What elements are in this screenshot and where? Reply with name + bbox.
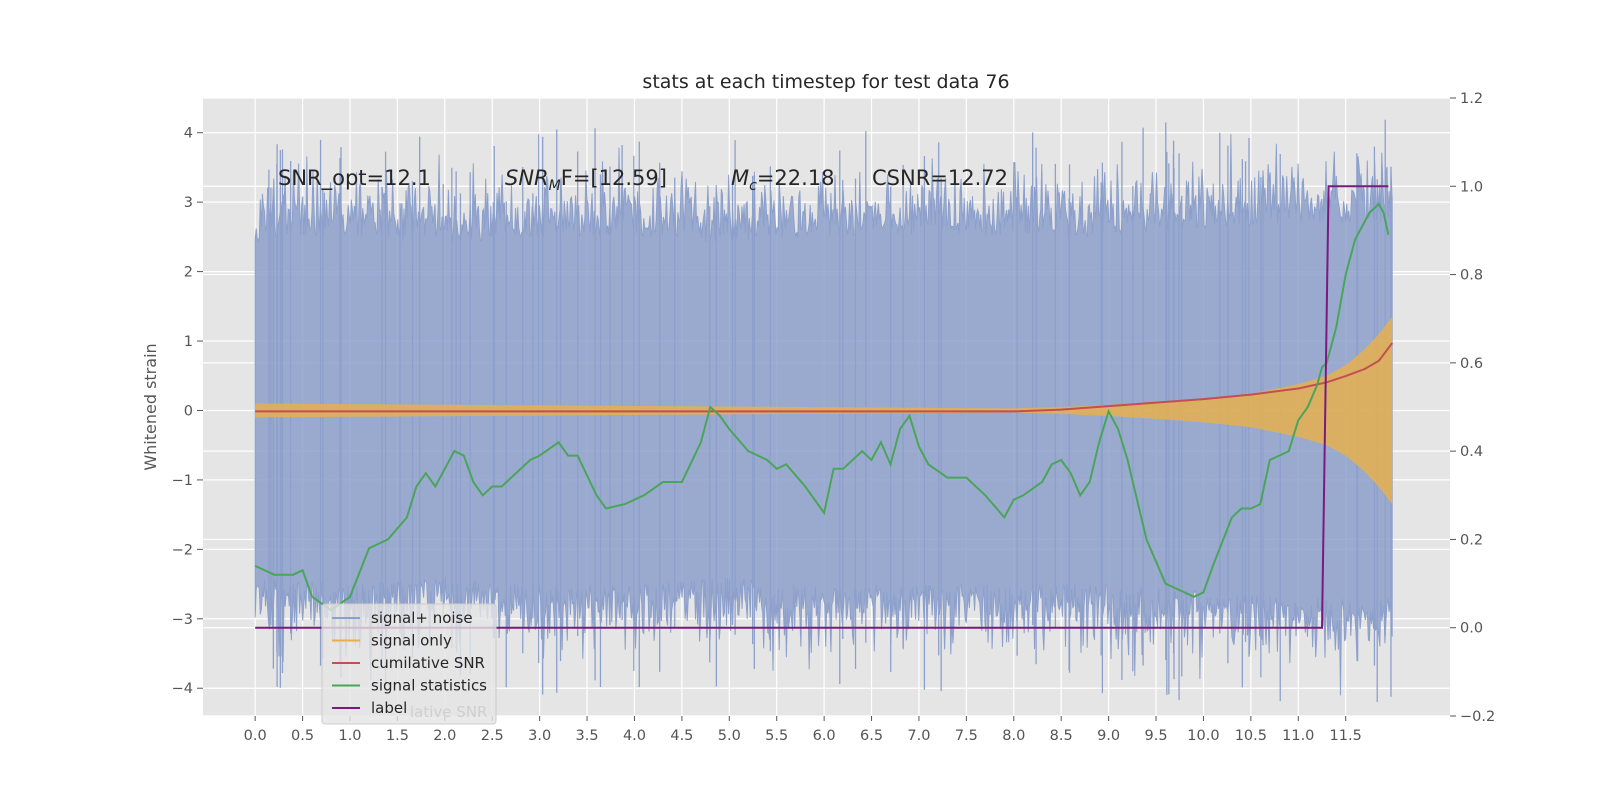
legend-label: signal only xyxy=(371,632,452,650)
y-tick-label: 4 xyxy=(184,126,193,142)
x-tick-label: 4.0 xyxy=(623,728,646,744)
x-tick-label: 10.0 xyxy=(1187,728,1219,744)
x-tick-label: 1.0 xyxy=(338,728,361,744)
y-tick-label: 1 xyxy=(184,334,193,350)
y-tick-label: 3 xyxy=(184,195,193,211)
x-tick-label: 6.5 xyxy=(860,728,883,744)
y2-tick-label: 1.0 xyxy=(1460,179,1483,195)
x-axis: 0.0 0.5 1.0 1.5 2.0 2.5 3.0 3.5 4.0 4.5 5.0 5.5 6.0 6… xyxy=(244,716,1362,744)
y-tick-label: −2 xyxy=(172,542,193,558)
x-tick-label: 5.0 xyxy=(718,728,741,744)
y-axis-left: 4 3 2 1 0 −1 −2 −3 −4 xyxy=(172,126,203,697)
x-tick-label: 8.5 xyxy=(1050,728,1073,744)
legend-label: label xyxy=(371,699,407,717)
legend-ghost-text: lative SNR xyxy=(410,703,487,721)
y2-tick-label: 0.0 xyxy=(1460,621,1483,637)
legend-label: signal statistics xyxy=(371,677,487,695)
y-axis-right: 1.2 1.0 0.8 0.6 0.4 0.2 0.0 −0.2 xyxy=(1450,91,1495,725)
series-line-4 xyxy=(255,185,1389,629)
x-tick-label: 2.0 xyxy=(433,728,456,744)
y-tick-label: −4 xyxy=(172,681,193,697)
annotation-csnr: CSNR=12.72 xyxy=(872,166,1008,190)
y2-tick-label: 0.6 xyxy=(1460,356,1483,372)
x-tick-label: 7.5 xyxy=(955,728,978,744)
y-tick-label: −1 xyxy=(172,473,193,489)
x-tick-label: 9.0 xyxy=(1097,728,1120,744)
y2-tick-label: 0.2 xyxy=(1460,532,1483,548)
annotation-mc-base: M xyxy=(731,166,749,190)
x-tick-label: 5.5 xyxy=(765,728,788,744)
annotation-snr-mf-sub: M xyxy=(549,178,561,194)
legend: lative SNR signal+ noise signal only cumil… xyxy=(321,603,497,725)
x-tick-label: 9.5 xyxy=(1144,728,1167,744)
y-axis-label: Whitened strain xyxy=(141,343,160,470)
y-tick-label: 0 xyxy=(184,403,193,419)
annotation-snr-mf: SNRMF=[12.59] xyxy=(505,166,667,194)
legend-box xyxy=(321,603,497,725)
annotation-mc: Mc=22.18 xyxy=(731,166,835,194)
annotation-mc-rest: =22.18 xyxy=(757,166,835,190)
annotation-snr-mf-base: SNR xyxy=(505,166,549,190)
annotation-snr-mf-rest: F=[12.59] xyxy=(561,166,667,190)
annotation-snr-opt: SNR_opt=12.1 xyxy=(278,166,431,191)
y2-tick-label: −0.2 xyxy=(1460,709,1495,725)
x-tick-label: 0.0 xyxy=(244,728,267,744)
x-tick-label: 4.5 xyxy=(670,728,693,744)
x-tick-label: 8.0 xyxy=(1002,728,1025,744)
series-line-3 xyxy=(254,202,1390,612)
series-line-2 xyxy=(255,342,1393,413)
x-tick-label: 7.0 xyxy=(907,728,930,744)
y2-tick-label: 1.2 xyxy=(1460,91,1483,107)
x-tick-label: 6.0 xyxy=(813,728,836,744)
y-tick-label: −3 xyxy=(172,612,193,628)
x-tick-label: 1.5 xyxy=(386,728,409,744)
x-tick-label: 2.5 xyxy=(481,728,504,744)
series-lines xyxy=(254,185,1393,629)
x-tick-label: 11.0 xyxy=(1282,728,1314,744)
annotation-mc-sub: c xyxy=(749,178,757,194)
x-tick-label: 0.5 xyxy=(291,728,314,744)
y2-tick-label: 0.8 xyxy=(1460,268,1483,284)
x-tick-label: 10.5 xyxy=(1235,728,1267,744)
legend-label: signal+ noise xyxy=(371,609,473,627)
y-tick-label: 2 xyxy=(184,265,193,281)
chart-title: stats at each timestep for test data 76 xyxy=(642,71,1009,93)
x-tick-label: 11.5 xyxy=(1330,728,1362,744)
x-tick-label: 3.0 xyxy=(528,728,551,744)
signal-noise-series xyxy=(254,119,1393,702)
annotations: SNR_opt=12.1 SNRMF=[12.59] Mc=22.18 CSNR… xyxy=(278,166,1008,194)
y2-tick-label: 0.4 xyxy=(1460,444,1483,460)
x-tick-label: 3.5 xyxy=(576,728,599,744)
legend-label: cumilative SNR xyxy=(371,654,485,672)
